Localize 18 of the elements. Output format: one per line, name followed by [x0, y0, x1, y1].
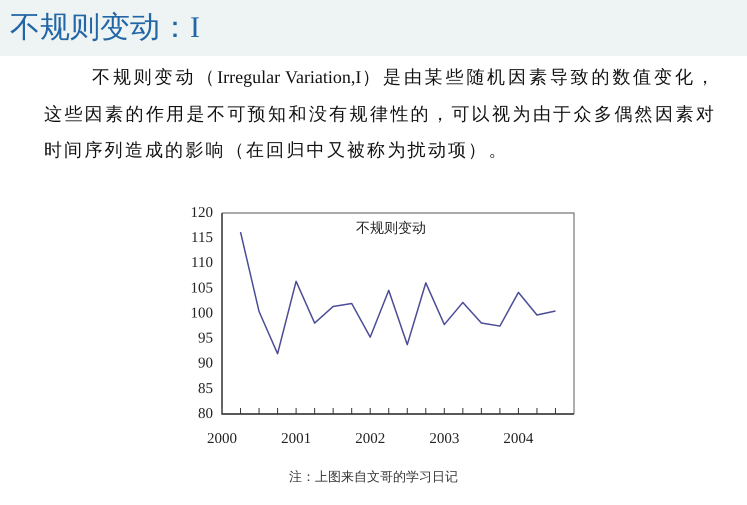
- annotation: 不规则变动: [356, 220, 426, 237]
- chart-title: 不规则变动：I: [10, 11, 200, 44]
- y-tick-label: 85: [198, 380, 213, 397]
- y-tick-label: 120: [190, 204, 213, 221]
- x-tick-label: 2001: [281, 430, 312, 447]
- y-tick-label: 115: [191, 230, 213, 246]
- y-tick-label: 110: [191, 255, 213, 272]
- x-tick-label: 2004: [503, 430, 534, 447]
- x-tick-label: 2000: [207, 430, 237, 447]
- y-tick-label: 90: [198, 356, 213, 372]
- x-tick-label: 2002: [355, 430, 386, 447]
- x-tick-label: 2003: [429, 430, 460, 447]
- y-tick-label: 80: [198, 406, 213, 422]
- text: 注：上图来自文哥的学习日记: [289, 470, 458, 485]
- y-tick-label: 95: [198, 330, 213, 347]
- y-tick-label: 105: [190, 280, 213, 296]
- chart-subtitle: 不规则变动（Irregular Variation,I）是由某些随机因素导致的数值变化，这些因素的作用是不可预知和没有规律性的，可以视为由于众多偶然因素对时间序列造成的影响（在回归中又被称为扰动项）。: [44, 67, 716, 160]
- y-tick-label: 100: [190, 305, 213, 322]
